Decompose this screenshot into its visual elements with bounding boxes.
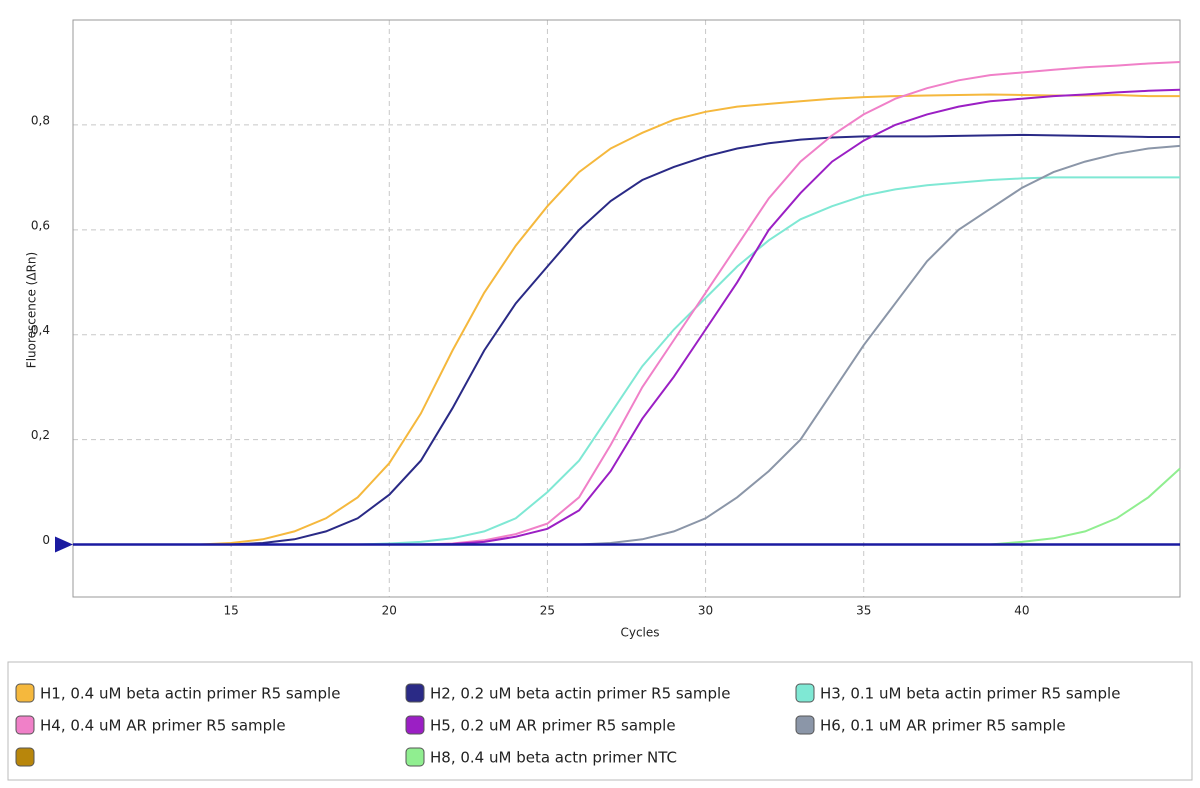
legend-swatch — [405, 747, 425, 767]
legend-label: H4, 0.4 uM AR primer R5 sample — [40, 717, 286, 735]
y-tick-label: 0 — [42, 533, 50, 547]
legend-label: H1, 0.4 uM beta actin primer R5 sample — [40, 685, 340, 703]
x-tick-label: 15 — [224, 604, 239, 618]
series-line — [73, 93, 1180, 546]
legend-swatch — [15, 683, 35, 703]
legend-swatch — [405, 683, 425, 703]
y-tick-label: 0,8 — [31, 113, 50, 127]
legend-swatch — [795, 683, 815, 703]
x-tick-label: 35 — [856, 604, 871, 618]
y-tick-label: 0,4 — [31, 323, 50, 337]
x-axis-label: Cycles — [620, 626, 659, 640]
legend-swatch — [405, 715, 425, 735]
y-tick-label: 0,2 — [31, 428, 50, 442]
legend-label: H3, 0.1 uM beta actin primer R5 sample — [820, 685, 1120, 703]
legend-label: H6, 0.1 uM AR primer R5 sample — [820, 717, 1066, 735]
x-tick-label: 40 — [1014, 604, 1029, 618]
y-tick-label: 0,6 — [31, 218, 50, 232]
plot-frame — [72, 19, 1181, 598]
legend-label: H2, 0.2 uM beta actin primer R5 sample — [430, 685, 730, 703]
threshold-handle — [55, 536, 73, 553]
legend-swatch — [15, 747, 35, 767]
y-axis-label: Fluorescence (ΔRn) — [25, 252, 39, 368]
x-tick-label: 20 — [382, 604, 397, 618]
x-tick-label: 25 — [540, 604, 555, 618]
legend-label: H8, 0.4 uM beta actn primer NTC — [430, 749, 677, 767]
legend-swatch — [795, 715, 815, 735]
legend-label: H5, 0.2 uM AR primer R5 sample — [430, 717, 676, 735]
legend-box — [7, 661, 1193, 781]
x-tick-label: 30 — [698, 604, 713, 618]
series-line — [73, 133, 1180, 546]
legend-swatch — [15, 715, 35, 735]
